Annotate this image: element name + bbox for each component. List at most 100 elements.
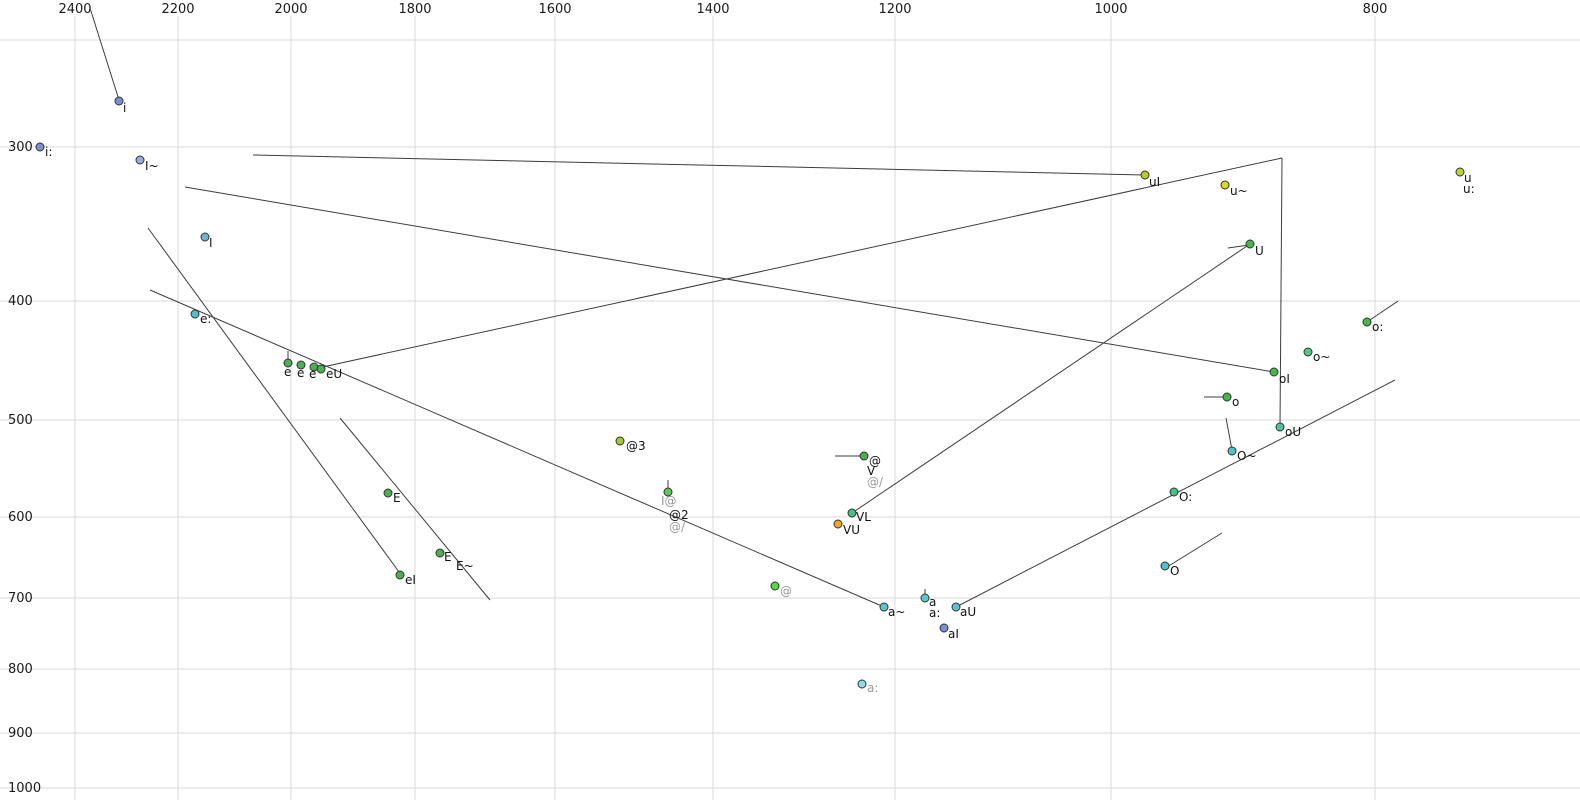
vowel-point — [296, 360, 306, 370]
vowel-trajectory-line — [1366, 300, 1399, 323]
y-axis-tick-label: 800 — [8, 662, 33, 677]
vowel-point — [770, 581, 780, 591]
vowel-point-label: e — [309, 367, 316, 381]
x-axis-tick-label: 2200 — [161, 2, 194, 17]
vowel-point-label: a~ — [888, 605, 905, 619]
vowel-point — [1303, 347, 1313, 357]
vowel-point — [920, 593, 930, 603]
y-axis-tick-label: 900 — [8, 726, 33, 741]
vowel-point — [939, 623, 949, 633]
vowel-point-label: O — [1170, 564, 1179, 578]
y-axis-tick-label: 400 — [8, 294, 33, 309]
vowel-point — [859, 451, 869, 461]
vowel-point-label: i: — [45, 145, 52, 159]
x-axis-tick-label: 2000 — [274, 2, 307, 17]
vowel-trajectory-line — [1227, 244, 1250, 249]
y-axis-tick-label: 600 — [8, 510, 33, 525]
vowel-point-label: o~ — [1313, 350, 1330, 364]
x-axis-tick-label: 2400 — [58, 2, 91, 17]
vowel-point-label: a — [929, 595, 936, 609]
vowel-point-label: u: — [1463, 182, 1475, 196]
vowel-trajectory-line — [1279, 157, 1283, 428]
vowel-point-label: e — [284, 365, 291, 379]
vowel-point — [615, 436, 625, 446]
vowel-point — [316, 364, 326, 374]
vowel-point-label: e: — [200, 312, 211, 326]
vowel-point — [395, 570, 405, 580]
vowel-point-label: @3 — [626, 439, 646, 453]
vowel-point-label: VU — [843, 523, 860, 537]
vowel-point — [833, 519, 843, 529]
vowel-point — [190, 309, 200, 319]
vowel-trajectory-line — [149, 289, 885, 608]
vowel-point — [1140, 170, 1150, 180]
vowel-point — [1227, 446, 1237, 456]
x-axis-tick-label: 1000 — [1094, 2, 1127, 17]
vowel-point-label: u~ — [1230, 184, 1248, 198]
vowel-point — [435, 548, 445, 558]
vowel-point-label: a: — [929, 606, 940, 620]
vowel-point — [1220, 180, 1230, 190]
vowel-trajectory-line — [184, 186, 1275, 373]
vowel-point-label: I@ — [661, 494, 677, 508]
vowel-point-label: I~ — [145, 159, 159, 173]
vowel-point-label: oU — [1285, 425, 1301, 439]
y-axis-tick-label: 300 — [8, 140, 33, 155]
vowel-point-label: uI — [1149, 175, 1160, 189]
vowel-point — [200, 232, 210, 242]
vowel-point — [1169, 487, 1179, 497]
y-axis-tick-label: 700 — [8, 591, 33, 606]
vowel-point-label: oI — [1279, 372, 1290, 386]
vowel-trajectory-line — [317, 157, 1283, 369]
vowel-point — [1362, 317, 1372, 327]
vowel-point-label: i — [123, 101, 126, 115]
vowel-point-label: E — [444, 550, 452, 564]
y-axis-tick-label: 1000 — [8, 781, 41, 796]
vowel-point-label: @/ — [669, 520, 686, 534]
vowel-point-label: e — [297, 366, 304, 380]
vowel-point-label: aI — [948, 627, 959, 641]
vowel-point — [1275, 422, 1285, 432]
vowel-point-label: eU — [326, 367, 342, 381]
x-axis-tick-label: 1200 — [878, 2, 911, 17]
vowel-point — [1245, 239, 1255, 249]
vowel-point-label: E — [393, 491, 401, 505]
vowel-point-label: a: — [867, 681, 878, 695]
vowel-point — [951, 602, 961, 612]
vowel-point — [1222, 392, 1232, 402]
vowel-point-label: o — [1232, 395, 1239, 409]
vowel-point-label: VL — [856, 510, 871, 524]
vowel-trajectory-line — [851, 243, 1251, 514]
vowel-point — [879, 602, 889, 612]
vowel-point — [857, 679, 867, 689]
vowel-point — [1455, 167, 1465, 177]
vowel-point-label: O~ — [1237, 449, 1257, 463]
x-axis-tick-label: 1600 — [538, 2, 571, 17]
vowel-trajectory-line — [339, 417, 491, 601]
vowel-trajectory-line — [1166, 532, 1223, 568]
vowel-point-label: @ — [869, 454, 881, 468]
vowel-point-label: o: — [1372, 320, 1383, 334]
vowel-trajectory-line — [1225, 417, 1233, 451]
vowel-point-label: u — [1464, 171, 1472, 185]
vowel-trajectory-line — [252, 154, 1146, 176]
vowel-point — [383, 488, 393, 498]
vowel-point-label: I — [209, 236, 213, 250]
vowel-point-label: @ — [780, 584, 792, 598]
vowel-point-label: E~ — [456, 559, 474, 573]
vowel-point-label: V — [867, 464, 876, 478]
vowel-point-label: O: — [1179, 490, 1192, 504]
vowel-point — [663, 487, 673, 497]
vowel-point-label: @2 — [669, 508, 689, 522]
vowel-point-label: U — [1255, 244, 1264, 258]
vowel-point — [35, 142, 45, 152]
x-axis-tick-label: 800 — [1363, 2, 1388, 17]
vowel-point — [283, 358, 293, 368]
vowel-point — [114, 96, 124, 106]
x-axis-tick-label: 1400 — [696, 2, 729, 17]
vowel-point — [1160, 561, 1170, 571]
vowel-trajectory-line — [89, 7, 120, 101]
vowel-trajectory-line — [147, 227, 403, 577]
